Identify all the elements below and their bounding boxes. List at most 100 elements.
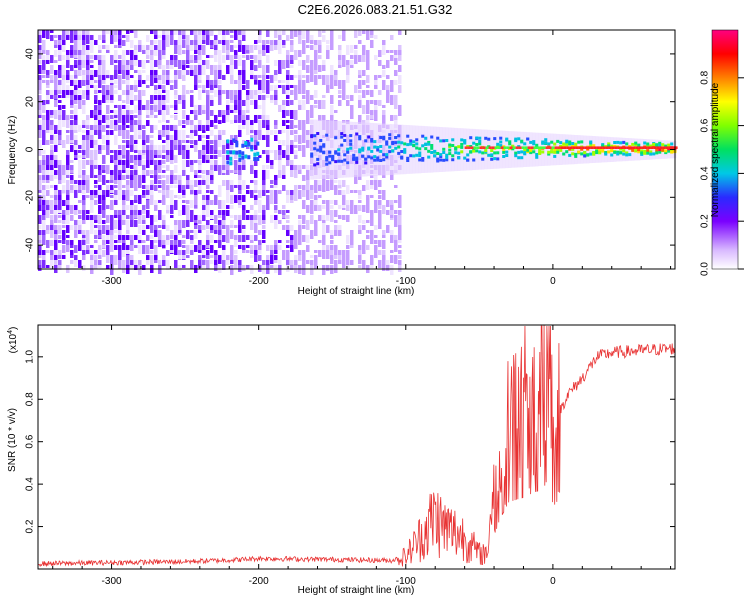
spectrogram-cell xyxy=(174,225,178,235)
spectrogram-cell xyxy=(54,250,58,258)
snr-y-multiplier-close: ) xyxy=(8,327,19,330)
spectrogram-cell xyxy=(318,205,322,211)
spectrogram-band-cell xyxy=(580,140,584,144)
colorbar-tick-label: 0.2 xyxy=(700,214,711,228)
spectrogram-cell xyxy=(58,160,62,168)
spectrogram-cell xyxy=(330,45,334,50)
spectrogram-cell xyxy=(138,235,142,244)
spectrogram-cell xyxy=(234,105,238,111)
spectrogram-cell xyxy=(394,105,398,109)
spectrogram-cell xyxy=(326,200,330,205)
spectrogram-cell xyxy=(186,115,190,124)
spectrogram-cell xyxy=(62,225,66,228)
spectrogram-cell xyxy=(218,210,222,217)
spectrogram-cell xyxy=(398,255,402,259)
spectrogram-cell xyxy=(174,105,178,114)
spectrogram-band-cell xyxy=(448,152,452,156)
spectrogram-cell xyxy=(358,100,362,108)
spectrogram-cell xyxy=(74,80,78,86)
spectrogram-cell xyxy=(110,110,114,113)
spectrogram-cell xyxy=(182,50,186,54)
spectrogram-signal-band xyxy=(226,119,678,180)
spectrogram-cell xyxy=(398,240,402,243)
spectrogram-cell xyxy=(222,235,226,242)
spectrogram-cell xyxy=(182,170,186,176)
spectrogram-cell xyxy=(326,225,330,230)
spectrogram-cell xyxy=(42,260,46,268)
spectrogram-cell xyxy=(398,105,402,112)
spectrogram-cell xyxy=(86,150,90,158)
spectrogram-cell xyxy=(250,100,254,105)
spectrogram-cell xyxy=(62,240,66,244)
spectrogram-cell xyxy=(306,55,310,63)
spectrogram-cell xyxy=(298,165,302,172)
spectrogram-cell xyxy=(214,80,218,85)
spectrogram-band-cell xyxy=(451,158,455,162)
spectrogram-band-cell xyxy=(379,136,383,139)
spectrogram-cell xyxy=(90,160,94,165)
spectrogram-cell xyxy=(278,45,282,54)
spectrogram-cell xyxy=(382,265,386,271)
spectrogram-cell xyxy=(326,215,330,221)
spectrogram-cell xyxy=(266,65,270,73)
spectrogram-band-cell xyxy=(640,151,644,155)
spectrogram-cell xyxy=(150,185,154,190)
spectrogram-cell xyxy=(158,240,162,247)
spectrogram-cell xyxy=(110,150,114,153)
spectrogram-cell xyxy=(298,190,302,199)
spectrogram-cell xyxy=(302,145,306,153)
spectrogram-cell xyxy=(182,105,186,109)
spectrogram-band-cell xyxy=(664,149,668,153)
spectrogram-cell xyxy=(82,155,86,158)
spectrogram-band-envelope xyxy=(427,126,431,173)
spectrogram-cell xyxy=(38,215,42,224)
spectrogram-cell xyxy=(250,45,254,53)
spectrogram-cell xyxy=(310,95,314,100)
spectrogram-cell xyxy=(118,55,122,59)
spectrogram-cell xyxy=(66,180,70,190)
spectrogram-cell xyxy=(210,155,214,159)
spectrogram-cell xyxy=(330,95,334,104)
spectrogram-cell xyxy=(210,45,214,48)
spectrogram-cell xyxy=(370,100,374,104)
spectrogram-cell xyxy=(246,110,250,113)
spectrogram-cell xyxy=(50,195,54,198)
spectrogram-cell xyxy=(46,210,50,218)
spectrogram-cell xyxy=(246,50,250,53)
spectrogram-cell xyxy=(262,220,266,224)
spectrogram-cell xyxy=(202,110,206,114)
spectrogram-cell xyxy=(290,240,294,249)
spectrogram-cell xyxy=(130,210,134,218)
spectrogram-band-cell xyxy=(622,140,626,144)
spectrogram-band-envelope xyxy=(469,128,473,171)
spectrogram-cell xyxy=(138,265,142,275)
spectrogram-cell xyxy=(134,105,138,113)
spectrogram-band-envelope xyxy=(616,137,620,162)
spectrogram-cell xyxy=(118,60,122,68)
spectrogram-cell xyxy=(86,135,90,140)
spectrogram-cell xyxy=(134,220,138,227)
spectrogram-cell xyxy=(242,30,246,36)
spectrogram-cell xyxy=(182,235,186,238)
spectrogram-cell xyxy=(226,90,230,99)
spectrogram-cell xyxy=(78,180,82,188)
spectrogram-cell xyxy=(46,160,50,168)
spectrogram-band-envelope xyxy=(439,127,443,172)
spectrogram-cell xyxy=(230,35,234,38)
spectrogram-band-cell xyxy=(667,143,671,147)
spectrogram-cell xyxy=(138,100,142,108)
spectrogram-cell xyxy=(330,240,334,244)
spectrogram-cell xyxy=(370,90,374,97)
spectrogram-cell xyxy=(210,180,214,184)
spectrogram-cell xyxy=(158,100,162,110)
spectrogram-cell xyxy=(198,250,202,253)
spectrogram-cell xyxy=(318,250,322,257)
spectrogram-cell xyxy=(322,60,326,65)
spectrogram-cell xyxy=(306,30,310,36)
spectrogram-cell xyxy=(70,175,74,182)
spectrogram-cell xyxy=(158,200,162,203)
spectrogram-cell xyxy=(206,190,210,193)
spectrogram-cell xyxy=(390,200,394,209)
spectrogram-cell xyxy=(198,165,202,171)
spectrogram-band-cell xyxy=(613,150,617,154)
